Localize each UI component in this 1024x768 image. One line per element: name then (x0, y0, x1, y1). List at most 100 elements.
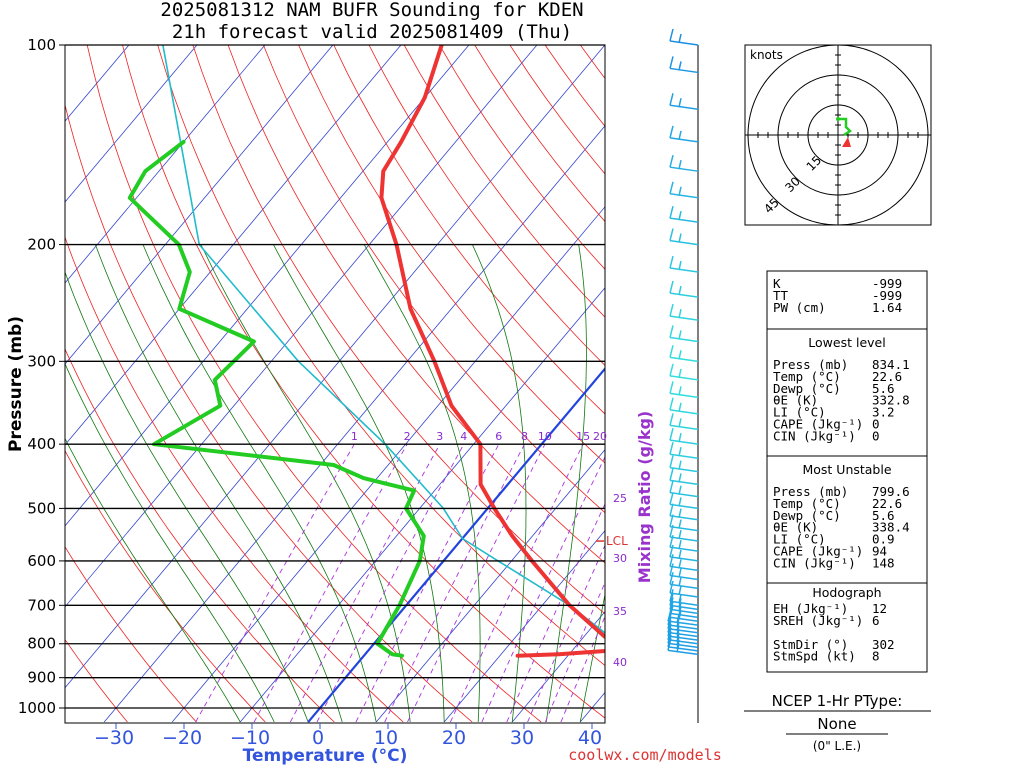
isotherm-line (375, 449, 605, 723)
mixing-ratio-label: 2 (404, 430, 411, 443)
plot-area (65, 45, 605, 723)
mixing-ratio-label: 3 (436, 430, 443, 443)
wind-barb (669, 28, 699, 46)
wind-barb (669, 205, 699, 223)
wind-barb (669, 572, 699, 590)
plot-frame (64, 44, 606, 724)
temperature-tick-label: 10 (374, 727, 398, 749)
mixing-ratio-line (481, 455, 605, 723)
isotherm-line (65, 45, 334, 365)
mixing-ratio-line (407, 443, 546, 723)
parameter-label: Dewp (°C) (773, 508, 841, 523)
wind-barb (669, 563, 699, 581)
parameter-value: 799.6 (872, 484, 910, 499)
moist-adiabat-line (472, 244, 527, 723)
parameter-value: -999 (872, 276, 902, 291)
wind-barb (669, 363, 699, 381)
wind-barbs (667, 28, 699, 656)
wind-barb (669, 442, 699, 459)
mixing-ratio-label: 25 (613, 492, 627, 505)
temperature-tick-label: −10 (230, 727, 270, 749)
mixing-ratio-label: 10 (538, 430, 552, 443)
mixing-ratio-axis-label: Mixing Ratio (g/kg) (635, 411, 654, 583)
temperature-tick-label: 30 (510, 727, 534, 749)
parameter-label: SREH (Jkg⁻¹) (773, 613, 863, 628)
wind-barb (669, 413, 699, 431)
parameter-value: 338.4 (872, 520, 910, 535)
parameter-value: 5.6 (872, 381, 895, 396)
parameter-value: 22.6 (872, 369, 902, 384)
wind-barb (669, 503, 699, 521)
wind-barb (669, 480, 699, 498)
mixing-ratio-line (560, 615, 605, 723)
chart-title: 2025081312 NAM BUFR Sounding for KDEN (160, 0, 583, 21)
mixing-ratio-label: 15 (576, 430, 590, 443)
moist-adiabat-line (545, 244, 587, 723)
moist-adiabat-line (65, 271, 309, 723)
zero-isotherm-line (307, 367, 605, 723)
wind-barb (669, 381, 699, 399)
pressure-tick-label: 100 (27, 36, 56, 54)
isotherm-line (65, 45, 470, 527)
chart-subtitle: 21h forecast valid 2025081409 (Thu) (172, 21, 572, 43)
pressure-tick-label: 600 (27, 552, 56, 570)
moist-adiabat-line (95, 244, 343, 723)
moist-adiabat-line (363, 244, 481, 723)
mixing-ratio-line (355, 443, 500, 723)
temperature-profile (379, 45, 605, 658)
wind-barb (669, 345, 699, 363)
dry-adiabat-line (65, 638, 128, 723)
lcl-label: LCL (606, 534, 628, 548)
moist-adiabat-line (579, 592, 605, 723)
dry-adiabat-line (333, 45, 605, 415)
mixing-ratio-labels: 1 2 3 4 6 8 10 15 20 25 30 35 40 LCL (351, 430, 628, 669)
parameter-label: θE (K) (773, 393, 818, 408)
moist-adiabat-line (273, 244, 445, 723)
temperature-tick-label: −30 (94, 727, 134, 749)
moist-adiabat-line (65, 437, 241, 723)
parameter-value: 834.1 (872, 357, 910, 372)
y-axis-label: Pressure (mb) (6, 316, 26, 452)
mixing-ratio-line (289, 443, 441, 723)
wind-barb (669, 228, 699, 246)
parameter-label: TT (773, 288, 789, 303)
pressure-tick-label: 500 (27, 499, 56, 517)
parameter-label: StmDir (°) (773, 637, 848, 652)
dry-adiabat-line (192, 45, 605, 615)
parameter-label: PW (cm) (773, 300, 826, 315)
parameter-value: 0.9 (872, 532, 895, 547)
isotherm-line (443, 529, 605, 723)
wind-barb (669, 56, 699, 74)
dry-adiabat-lines (65, 45, 605, 723)
pressure-tick-label: 1000 (18, 699, 56, 717)
pressure-tick-label: 800 (27, 635, 56, 653)
panel-section-header: Hodograph (812, 585, 881, 600)
isotherm-line (103, 125, 605, 723)
mixing-ratio-line (449, 443, 584, 723)
parameter-value: 148 (872, 555, 895, 570)
isotherm-line (65, 45, 198, 203)
temperature-tick-label: 0 (312, 727, 324, 749)
panel-section-header: Most Unstable (802, 462, 891, 477)
parameter-value: 3.2 (872, 405, 895, 420)
parameter-value: 22.6 (872, 496, 902, 511)
dewpoint-profile (127, 139, 426, 658)
dry-adiabat-line (65, 348, 335, 723)
dry-adiabat-line (368, 45, 605, 367)
parameter-label: θE (K) (773, 520, 818, 535)
zero-isotherm (307, 367, 605, 723)
parameter-value: 6 (872, 613, 880, 628)
pressure-tick-label: 300 (27, 352, 56, 370)
parameter-label: CIN (Jkg⁻¹) (773, 555, 856, 570)
mixing-ratio-line (384, 443, 525, 723)
mixing-ratio-label: 1 (351, 430, 358, 443)
mixing-ratio-line (506, 503, 605, 723)
parameter-value: 1.64 (872, 300, 902, 315)
parameter-label: CAPE (Jkg⁻¹) (773, 544, 863, 559)
storm-motion-marker (842, 137, 851, 147)
dry-adiabat-line (157, 45, 605, 667)
parameter-value: 12 (872, 601, 887, 616)
wind-barb (669, 325, 699, 343)
